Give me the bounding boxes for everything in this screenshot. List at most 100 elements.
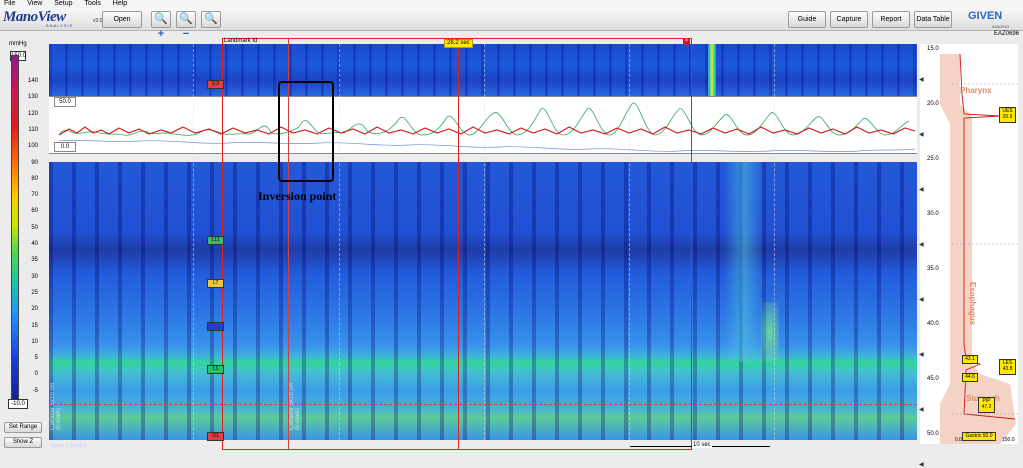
les-guide-line bbox=[49, 404, 917, 405]
trace-green bbox=[58, 102, 910, 136]
report-button[interactable]: Report bbox=[872, 11, 910, 28]
inversion-highlight-box bbox=[278, 81, 334, 182]
depth-tick-label: 15.0 bbox=[927, 46, 939, 52]
pressure-tick-label: 5 bbox=[34, 355, 38, 362]
pressure-tick-label: 80 bbox=[31, 175, 38, 182]
scale-min-box[interactable]: -10.0 bbox=[8, 399, 28, 409]
depth-tick-label: 50.0 bbox=[927, 431, 939, 437]
marker-l11[interactable]: L11 bbox=[207, 236, 224, 245]
depth-tick-label: 40.0 bbox=[927, 321, 939, 327]
pressure-tick-label: 25 bbox=[31, 289, 38, 296]
pressure-tick-label: 120 bbox=[27, 110, 38, 117]
depth-tick-label: 30.0 bbox=[927, 211, 939, 217]
pressure-tick-label: -5 bbox=[32, 387, 38, 394]
pressure-tick-label: 0 bbox=[34, 371, 38, 378]
gastric-badge: Gastric 50.0 bbox=[962, 432, 996, 441]
pressure-tick-label: 130 bbox=[27, 94, 38, 101]
pressure-profile-line bbox=[959, 53, 1016, 420]
marker-l7[interactable]: L7 bbox=[207, 279, 224, 288]
landmark-time: 28.2 sec bbox=[444, 39, 473, 48]
depth-tick-label: 45.0 bbox=[927, 376, 939, 382]
brand-logo: GIVEN bbox=[968, 10, 1003, 22]
menu-help[interactable]: Help bbox=[112, 0, 128, 7]
trace-min-label: 0.0 bbox=[54, 142, 76, 152]
capture-button[interactable]: Capture bbox=[830, 11, 868, 28]
menu-tools[interactable]: Tools bbox=[84, 0, 101, 7]
pressure-tick-label: 20 bbox=[31, 306, 38, 313]
grid-line bbox=[193, 44, 194, 440]
inversion-point-label: Inversion point bbox=[258, 189, 337, 203]
les-badge-value: 43.8 bbox=[1002, 366, 1013, 372]
grid-line bbox=[339, 44, 340, 440]
sensor-arrow-icon[interactable]: ◀ bbox=[919, 187, 924, 193]
depth-bottom-right: 150.0 bbox=[1002, 437, 1015, 443]
zoom-out-button[interactable]: 🔍− bbox=[176, 11, 196, 40]
anatomy-diagram bbox=[940, 53, 1018, 444]
selection-divider[interactable] bbox=[458, 38, 459, 450]
depth-bottom-left: 0.0 bbox=[955, 437, 962, 443]
time-scale-label: 10 sec bbox=[692, 442, 712, 448]
marker-blue[interactable] bbox=[207, 322, 224, 331]
trace-red bbox=[58, 126, 916, 136]
pressure-tick-label: 110 bbox=[28, 126, 38, 133]
set-range-button[interactable]: Set Range bbox=[4, 422, 42, 433]
pressure-tick-label: 60 bbox=[31, 208, 38, 215]
app-logo: ManoView bbox=[3, 9, 66, 25]
guide-button[interactable]: Guide bbox=[788, 11, 826, 28]
menu-setup[interactable]: Setup bbox=[54, 0, 73, 7]
pressure-tick-label: 40 bbox=[31, 241, 38, 247]
app-version: v3.0.1 bbox=[93, 18, 107, 24]
trace-blue bbox=[58, 140, 916, 152]
pressure-tick-label: 30 bbox=[31, 273, 38, 280]
les-badge[interactable]: LES 43.8 bbox=[999, 359, 1016, 375]
zoom-out-icon: 🔍− bbox=[179, 13, 193, 40]
ues-badge-label: UES bbox=[1002, 108, 1013, 114]
grid-line bbox=[774, 44, 775, 440]
landmark-label: Landmark Id bbox=[224, 38, 258, 44]
ues-badge-value: 20.9 bbox=[1002, 114, 1013, 120]
menu-view[interactable]: View bbox=[27, 0, 43, 7]
swallow-bolus bbox=[724, 162, 764, 362]
depth-tick-label: 20.0 bbox=[927, 101, 939, 107]
pressure-tick-label: 15 bbox=[31, 322, 38, 329]
landmark-close-button[interactable]: × bbox=[683, 38, 690, 45]
depth-tick-label: 35.0 bbox=[927, 266, 939, 272]
esophagus-shape bbox=[940, 54, 1016, 444]
pressure-traces bbox=[58, 102, 916, 152]
pressure-tick-label: 100 bbox=[27, 143, 38, 150]
brand-logo-sub: IMAGING bbox=[992, 24, 1010, 29]
data-table-button[interactable]: Data Table bbox=[914, 11, 952, 28]
marker-d1[interactable]: D1 bbox=[207, 432, 224, 441]
sensor-arrow-icon[interactable]: ◀ bbox=[919, 352, 924, 358]
app-logo-sub: ANALYSIS bbox=[46, 23, 74, 28]
sensor-arrow-icon[interactable]: ◀ bbox=[919, 132, 924, 138]
zoom-in-icon: 🔍+ bbox=[154, 13, 168, 40]
sensor-arrow-icon[interactable]: ◀ bbox=[919, 407, 924, 413]
menu-file[interactable]: File bbox=[4, 0, 16, 7]
zoom-fit-button[interactable]: 🔍 bbox=[201, 11, 221, 28]
esophagus-label: Esophagus bbox=[968, 282, 977, 326]
speed-readout: Speed 7.4/0.004 bbox=[50, 443, 87, 449]
sensor-arrow-icon[interactable]: ◀ bbox=[919, 242, 924, 248]
case-id: EAZ0696 bbox=[994, 31, 1020, 37]
les-badge-label: LES bbox=[1002, 360, 1013, 366]
open-button[interactable]: Open bbox=[102, 11, 142, 28]
swallow-spike bbox=[708, 44, 716, 96]
zoom-in-button[interactable]: 🔍+ bbox=[151, 11, 171, 40]
marker-top[interactable]: 0.3 bbox=[207, 80, 224, 89]
zoom-fit-icon: 🔍 bbox=[204, 13, 218, 25]
pip-badge[interactable]: PIP 47.2 bbox=[978, 397, 995, 413]
trace-max-label: 50.0 bbox=[54, 97, 76, 107]
sensor-arrow-icon[interactable]: ◀ bbox=[919, 77, 924, 83]
show-z-button[interactable]: Show Z bbox=[4, 437, 42, 448]
pharynx-label: Pharynx bbox=[960, 86, 992, 95]
value-badge-446: 44.6 bbox=[962, 373, 978, 382]
sensor-arrow-icon[interactable]: ◀ bbox=[919, 297, 924, 303]
toolbar bbox=[0, 8, 1023, 31]
marker-l1[interactable]: L1 bbox=[207, 365, 224, 374]
catheter-line bbox=[288, 38, 289, 450]
sensor-arrow-icon[interactable]: ◀ bbox=[919, 462, 924, 468]
pressure-tick-label: 10 bbox=[31, 338, 38, 345]
pressure-tick-label: 35 bbox=[31, 257, 38, 264]
ues-badge[interactable]: UES 20.9 bbox=[999, 107, 1016, 123]
